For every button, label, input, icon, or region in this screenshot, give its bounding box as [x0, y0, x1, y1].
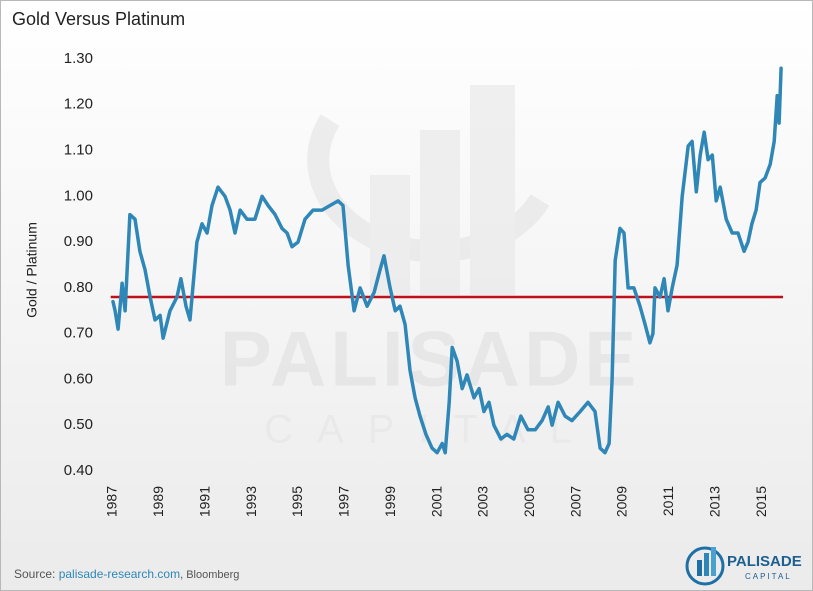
x-tick-label: 1993 — [243, 486, 259, 517]
y-tick-label: 0.60 — [64, 370, 93, 387]
source: Source: palisade-research.com, Bloomberg — [14, 567, 239, 581]
watermark-text: PALISADE — [220, 315, 641, 403]
y-tick-label: 1.10 — [64, 142, 93, 159]
y-tick-label: 0.80 — [64, 279, 93, 296]
y-tick-label: 0.90 — [64, 233, 93, 250]
x-tick-label: 2009 — [614, 486, 630, 517]
y-tick-label: 0.50 — [64, 416, 93, 433]
x-tick-label: 2013 — [706, 486, 722, 517]
chart-title: Gold Versus Platinum — [12, 9, 185, 29]
y-axis-label: Gold / Platinum — [24, 222, 40, 318]
x-tick-label: 1991 — [196, 486, 212, 517]
y-tick-label: 1.30 — [64, 50, 93, 67]
source-link[interactable]: palisade-research.com — [59, 567, 180, 581]
x-tick-label: 1987 — [104, 486, 120, 517]
source-suffix: , Bloomberg — [180, 569, 239, 581]
x-tick-label: 1999 — [382, 486, 398, 517]
x-tick-label: 2001 — [428, 486, 444, 517]
x-tick-label: 2003 — [475, 486, 491, 517]
y-tick-label: 0.40 — [64, 462, 93, 479]
x-tick-label: 1997 — [336, 486, 352, 517]
x-tick-label: 2011 — [660, 486, 676, 516]
y-tick-label: 1.20 — [64, 96, 93, 113]
y-tick-label: 1.00 — [64, 187, 93, 204]
source-prefix: Source: — [14, 567, 59, 581]
x-tick-label: 2005 — [521, 486, 537, 517]
logo: PALISADE CAPITAL — [685, 546, 802, 586]
x-tick-label: 1995 — [289, 486, 305, 517]
watermark: PALISADE CAPITAL — [220, 85, 641, 452]
data-line — [111, 66, 783, 455]
y-tick-label: 0.70 — [64, 325, 93, 342]
logo-text: PALISADE — [727, 553, 802, 570]
x-tick-label: 2007 — [567, 486, 583, 517]
x-tick-label: 2015 — [753, 486, 769, 517]
x-tick-label: 1989 — [150, 486, 166, 517]
logo-subtext: CAPITAL — [745, 572, 792, 581]
